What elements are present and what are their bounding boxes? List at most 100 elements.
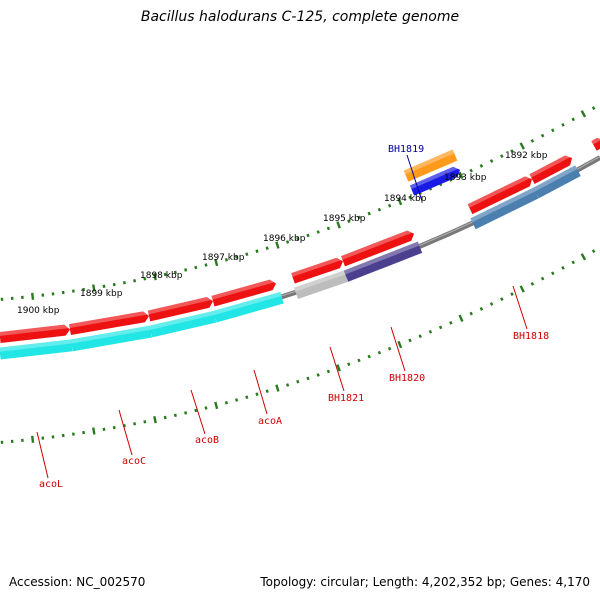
scale-label-1895: 1895 kbp: [323, 214, 366, 224]
tick-inner-41: [418, 334, 422, 339]
cog-bar-acoL-shine: [0, 339, 72, 352]
cog-bar-acoA: [213, 291, 284, 323]
gene-arrow-acoA-body: [211, 279, 277, 307]
tick-inner-32: [326, 369, 331, 374]
gene-arrow-acoB: [147, 295, 214, 322]
gene-label-acoL: acoL: [39, 479, 63, 490]
cog-bar-BH1818a-body: [470, 187, 539, 230]
gene-arrow-BH1818b-shine: [529, 153, 572, 178]
gene-arrow-BH1821-shine: [291, 256, 343, 277]
scale-label-1894: 1894 kbp: [384, 194, 427, 204]
tick-inner-56: [571, 260, 575, 265]
tick-outer-58: [591, 106, 596, 110]
gene-label-BH1818: BH1818: [513, 331, 549, 342]
tick-inner-24: [245, 395, 249, 399]
cog-bar-BH1821-body: [294, 270, 348, 299]
tick-outer-21: [214, 258, 219, 267]
gene-arrow-BH1818a-shine: [467, 174, 532, 208]
tick-inner-57: [580, 253, 587, 261]
tick-inner-22: [224, 401, 228, 405]
tick-outer-22: [224, 258, 228, 262]
leader-lines: [36, 154, 528, 479]
tick-outer-19: [194, 265, 198, 270]
scale-label-1892: 1892 kbp: [505, 151, 548, 161]
leader-line-acoC: [118, 409, 133, 456]
leader-line-BH1821: [329, 346, 345, 392]
tick-outer-39: [397, 197, 403, 206]
footer-stats: Topology: circular; Length: 4,202,352 bp…: [260, 575, 590, 589]
tick-inner-17: [173, 413, 177, 418]
tick-inner-3: [31, 435, 35, 443]
tick-inner-33: [336, 364, 341, 372]
tick-outer-49: [500, 154, 504, 158]
tick-inner-27: [275, 384, 280, 392]
cog-bar-acoA-body: [213, 291, 284, 323]
gene-label-acoA: acoA: [258, 416, 282, 427]
tick-outer-50: [510, 149, 514, 153]
tick-inner-16: [163, 415, 167, 420]
gene-arrow-BH1818a-body: [467, 176, 533, 215]
tick-outer-14: [143, 277, 147, 281]
scale-label-1896: 1896 kbp: [263, 234, 306, 244]
tick-inner-38: [387, 346, 392, 351]
gene-arrow-BH1819: [409, 164, 461, 196]
scale-label-1897: 1897 kbp: [202, 253, 245, 263]
tick-outer-35: [357, 215, 361, 220]
tick-outer-55: [561, 123, 565, 127]
tick-outer-7: [71, 289, 75, 293]
gene-arrow-BH1820-shine: [341, 228, 414, 260]
cog-bar-BH1819: [403, 149, 458, 182]
tick-inner-40: [408, 338, 412, 343]
tick-inner-47: [479, 307, 484, 311]
tick-inner-28: [286, 383, 290, 387]
gene-arrow-next-body: [591, 137, 600, 151]
tick-outer-26: [265, 246, 269, 250]
tick-outer-6: [61, 290, 65, 295]
tick-outer-3: [31, 292, 35, 300]
scale-tick-dots: [0, 106, 596, 444]
tick-inner-6: [61, 433, 65, 438]
gene-arrow-acoL-body: [0, 324, 70, 343]
tick-outer-37: [377, 207, 382, 212]
tick-outer-1: [10, 296, 14, 301]
tick-outer-38: [387, 203, 392, 208]
tick-outer-32: [326, 226, 331, 231]
tick-inner-35: [357, 358, 361, 363]
leader-line-acoA: [253, 369, 268, 415]
cog-bar-BH1820-shine: [343, 241, 420, 275]
tick-inner-29: [296, 379, 300, 384]
tick-outer-36: [367, 211, 371, 216]
tick-inner-10: [102, 427, 106, 431]
tick-inner-51: [519, 285, 525, 293]
tick-outer-17: [173, 270, 177, 275]
cog-bar-BH1818a: [470, 187, 539, 230]
tick-inner-8: [82, 430, 86, 435]
tick-inner-14: [143, 420, 147, 424]
tick-outer-23: [235, 255, 239, 259]
tick-outer-2: [21, 295, 24, 300]
tick-outer-24: [245, 252, 249, 256]
tick-inner-45: [458, 314, 464, 322]
scale-label-1899: 1899 kbp: [80, 289, 123, 299]
tick-outer-15: [153, 273, 157, 281]
tick-inner-18: [184, 411, 188, 415]
tick-inner-25: [255, 392, 259, 396]
tick-outer-12: [122, 281, 126, 285]
gene-arrow-BH1821: [291, 256, 343, 284]
cog-bar-BH1821-shine: [294, 270, 346, 292]
tick-inner-21: [214, 401, 219, 410]
cog-bar-BH1818b-shine: [533, 165, 578, 192]
gene-label-acoC: acoC: [122, 456, 146, 467]
tick-inner-0: [0, 440, 4, 444]
tick-inner-30: [306, 376, 310, 381]
gene-arrows: [0, 135, 600, 343]
tick-inner-2: [21, 438, 24, 443]
tick-inner-42: [428, 329, 433, 334]
tick-outer-16: [163, 272, 167, 277]
tick-outer-4: [41, 293, 45, 297]
cog-bar-acoC-shine: [70, 325, 151, 344]
cog-bar-acoB-shine: [149, 310, 215, 330]
tick-outer-0: [0, 297, 4, 301]
tick-inner-5: [51, 435, 55, 439]
cog-bar-BH1819-shine: [403, 149, 455, 175]
